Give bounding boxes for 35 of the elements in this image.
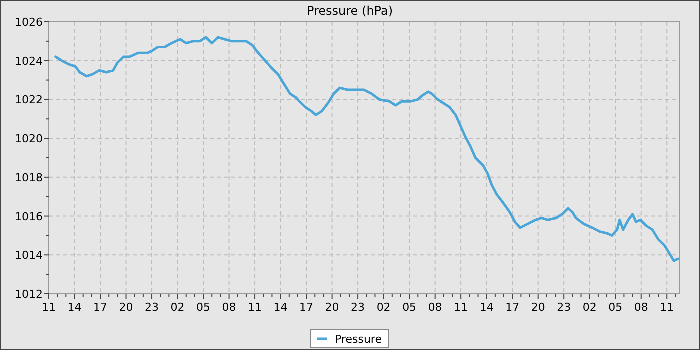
y-tick-label: 1026 xyxy=(15,16,43,29)
x-tick-label: 11 xyxy=(248,301,262,314)
y-tick-label: 1016 xyxy=(15,210,43,224)
y-tick-label: 1024 xyxy=(15,54,43,68)
x-tick-label: 11 xyxy=(42,301,56,314)
x-tick-label: 08 xyxy=(222,301,236,314)
x-tick-label: 23 xyxy=(557,301,572,314)
x-tick-label: 20 xyxy=(531,301,546,314)
x-tick-label: 14 xyxy=(480,301,494,314)
x-tick-label: 14 xyxy=(274,301,288,314)
x-tick-label: 08 xyxy=(428,301,442,314)
legend-label: Pressure xyxy=(335,333,382,346)
x-tick-label: 17 xyxy=(300,301,314,314)
x-tick-label: 17 xyxy=(94,301,108,314)
x-tick-label: 02 xyxy=(376,301,391,314)
x-tick-label: 02 xyxy=(582,301,597,314)
y-tick-label: 1014 xyxy=(15,249,43,262)
x-tick-label: 14 xyxy=(68,301,82,314)
x-tick-label: 23 xyxy=(351,301,366,314)
x-tick-label: 17 xyxy=(506,301,520,314)
x-tick-label: 20 xyxy=(119,301,134,314)
x-tick-label: 05 xyxy=(608,301,623,314)
x-tick-label: 02 xyxy=(170,301,185,314)
x-tick-label: 05 xyxy=(402,301,417,314)
x-tick-label: 11 xyxy=(454,301,468,314)
y-tick-label: 1022 xyxy=(15,94,43,107)
x-tick-label: 20 xyxy=(325,301,340,314)
x-tick-label: 05 xyxy=(196,301,211,314)
y-tick-label: 1018 xyxy=(15,171,43,184)
y-tick-label: 1012 xyxy=(15,288,43,301)
x-tick-label: 11 xyxy=(660,301,674,314)
y-tick-label: 1020 xyxy=(15,132,43,146)
x-tick-label: 08 xyxy=(634,301,648,314)
x-tick-label: 23 xyxy=(145,301,160,314)
chart-title: Pressure (hPa) xyxy=(306,4,394,18)
